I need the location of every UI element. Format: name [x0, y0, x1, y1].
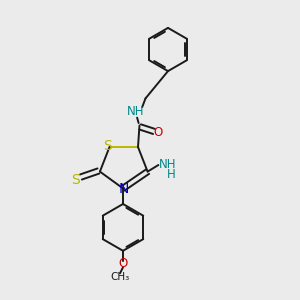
- Text: S: S: [103, 140, 112, 153]
- Text: O: O: [154, 125, 163, 139]
- Text: CH₃: CH₃: [110, 272, 130, 282]
- Text: N: N: [118, 182, 129, 196]
- Text: S: S: [70, 173, 80, 187]
- Text: NH: NH: [159, 158, 177, 172]
- Text: H: H: [167, 167, 176, 181]
- Text: O: O: [118, 257, 127, 270]
- Text: NH: NH: [127, 105, 144, 118]
